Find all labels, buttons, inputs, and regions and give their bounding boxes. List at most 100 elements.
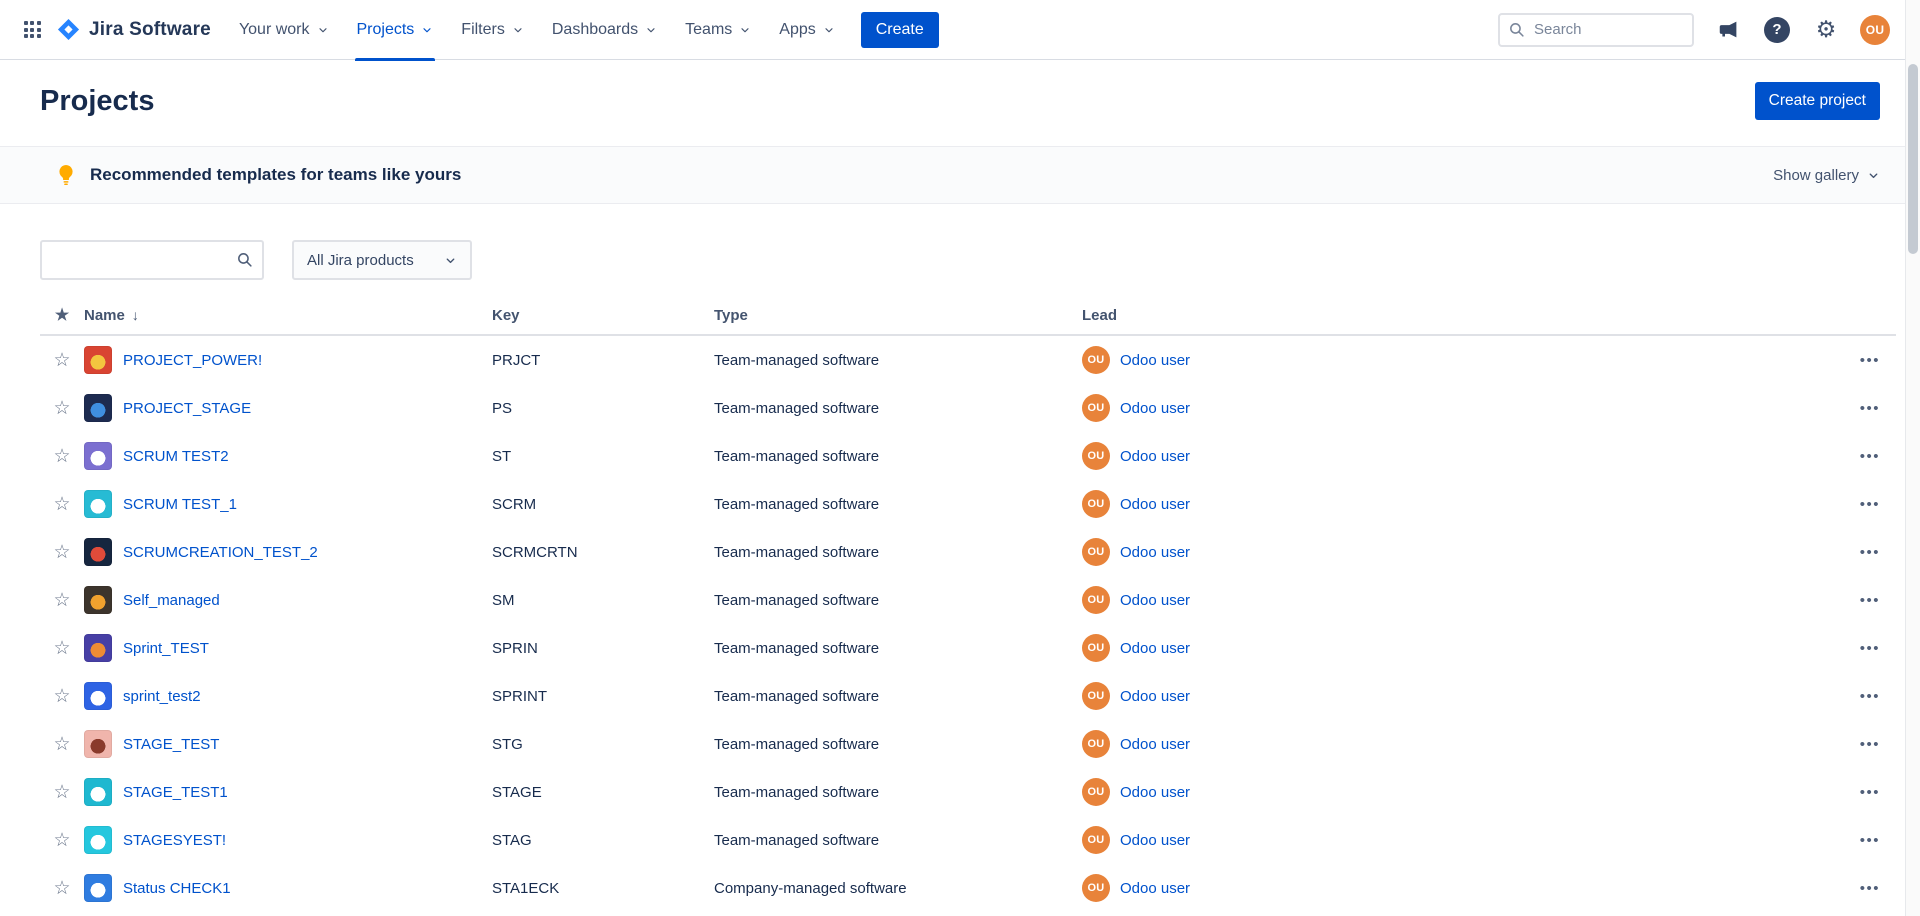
star-toggle[interactable]: ☆ [40, 399, 84, 418]
project-name-link[interactable]: PROJECT_STAGE [123, 400, 251, 417]
nav-search-input[interactable] [1498, 13, 1694, 47]
lead-user-link[interactable]: Odoo user [1120, 832, 1190, 849]
banner-title: Recommended templates for teams like you… [90, 165, 461, 185]
scrollbar-thumb[interactable] [1908, 64, 1918, 254]
lead-user-link[interactable]: Odoo user [1120, 352, 1190, 369]
more-actions-button[interactable]: ••• [1854, 540, 1886, 565]
star-toggle[interactable]: ☆ [40, 687, 84, 706]
star-toggle[interactable]: ☆ [40, 447, 84, 466]
lead-user-link[interactable]: Odoo user [1120, 736, 1190, 753]
announcement-button[interactable] [1713, 15, 1743, 45]
star-toggle[interactable]: ☆ [40, 543, 84, 562]
project-key: ST [492, 448, 714, 465]
project-type: Team-managed software [714, 448, 1082, 465]
lead-user-link[interactable]: Odoo user [1120, 400, 1190, 417]
more-actions-button[interactable]: ••• [1854, 588, 1886, 613]
nav-item-label: Your work [239, 21, 310, 39]
nav-item-apps[interactable]: Apps [765, 0, 848, 60]
lead-avatar: OU [1082, 874, 1110, 902]
nav-item-projects[interactable]: Projects [343, 0, 448, 60]
nav-item-teams[interactable]: Teams [671, 0, 765, 60]
star-toggle[interactable]: ☆ [40, 735, 84, 754]
project-name-link[interactable]: Status CHECK1 [123, 880, 231, 897]
settings-button[interactable]: ⚙ [1811, 15, 1841, 45]
project-name-link[interactable]: SCRUM TEST2 [123, 448, 229, 465]
project-row: ☆ PROJECT_STAGE PS Team-managed software… [40, 384, 1896, 432]
project-name-link[interactable]: STAGE_TEST [123, 736, 219, 753]
project-row: ☆ SCRUM TEST2 ST Team-managed software O… [40, 432, 1896, 480]
project-name-link[interactable]: PROJECT_POWER! [123, 352, 262, 369]
project-name-link[interactable]: STAGESYEST! [123, 832, 226, 849]
more-actions-button[interactable]: ••• [1854, 396, 1886, 421]
project-avatar-icon [84, 778, 112, 806]
show-gallery-button[interactable]: Show gallery [1773, 167, 1880, 184]
project-type: Team-managed software [714, 496, 1082, 513]
lead-user-link[interactable]: Odoo user [1120, 448, 1190, 465]
more-actions-button[interactable]: ••• [1854, 348, 1886, 373]
star-toggle[interactable]: ☆ [40, 783, 84, 802]
column-header-lead[interactable]: Lead [1082, 307, 1826, 324]
nav-item-filters[interactable]: Filters [447, 0, 538, 60]
lead-avatar: OU [1082, 586, 1110, 614]
project-key: STAGE [492, 784, 714, 801]
app-grid-icon [24, 21, 41, 38]
profile-button[interactable]: OU [1860, 15, 1890, 45]
jira-logo[interactable]: Jira Software [52, 17, 225, 42]
star-toggle[interactable]: ☆ [40, 495, 84, 514]
lead-user-link[interactable]: Odoo user [1120, 544, 1190, 561]
more-actions-button[interactable]: ••• [1854, 684, 1886, 709]
project-name-link[interactable]: STAGE_TEST1 [123, 784, 228, 801]
project-type: Team-managed software [714, 400, 1082, 417]
create-project-button[interactable]: Create project [1755, 82, 1880, 120]
project-type: Team-managed software [714, 688, 1082, 705]
lead-user-link[interactable]: Odoo user [1120, 640, 1190, 657]
help-button[interactable]: ? [1762, 15, 1792, 45]
project-name-link[interactable]: Sprint_TEST [123, 640, 209, 657]
column-header-key[interactable]: Key [492, 307, 714, 324]
project-name-link[interactable]: SCRUMCREATION_TEST_2 [123, 544, 318, 561]
project-name-link[interactable]: SCRUM TEST_1 [123, 496, 237, 513]
more-actions-button[interactable]: ••• [1854, 444, 1886, 469]
lead-avatar: OU [1082, 346, 1110, 374]
app-switcher-button[interactable] [12, 10, 52, 50]
column-header-type[interactable]: Type [714, 307, 1082, 324]
star-toggle[interactable]: ☆ [40, 639, 84, 658]
lead-user-link[interactable]: Odoo user [1120, 688, 1190, 705]
more-actions-button[interactable]: ••• [1854, 780, 1886, 805]
column-header-name[interactable]: Name [84, 307, 125, 324]
chevron-down-icon [645, 24, 657, 36]
lead-user-link[interactable]: Odoo user [1120, 592, 1190, 609]
lead-user-link[interactable]: Odoo user [1120, 496, 1190, 513]
project-name-link[interactable]: sprint_test2 [123, 688, 201, 705]
vertical-scrollbar[interactable] [1905, 0, 1920, 916]
nav-item-label: Apps [779, 21, 815, 39]
lead-user-link[interactable]: Odoo user [1120, 784, 1190, 801]
nav-item-your-work[interactable]: Your work [225, 0, 343, 60]
page-title: Projects [40, 85, 154, 118]
project-type: Team-managed software [714, 832, 1082, 849]
question-mark-icon: ? [1764, 17, 1790, 43]
lead-user-link[interactable]: Odoo user [1120, 880, 1190, 897]
products-filter-dropdown[interactable]: All Jira products [292, 240, 472, 280]
more-actions-button[interactable]: ••• [1854, 876, 1886, 901]
more-actions-button[interactable]: ••• [1854, 492, 1886, 517]
create-button[interactable]: Create [861, 12, 939, 48]
star-toggle[interactable]: ☆ [40, 879, 84, 898]
search-icon [1508, 21, 1525, 38]
project-row: ☆ SCRUM TEST_1 SCRM Team-managed softwar… [40, 480, 1896, 528]
project-avatar-icon [84, 682, 112, 710]
star-toggle[interactable]: ☆ [40, 831, 84, 850]
star-toggle[interactable]: ☆ [40, 591, 84, 610]
project-avatar-icon [84, 538, 112, 566]
more-actions-button[interactable]: ••• [1854, 828, 1886, 853]
project-name-link[interactable]: Self_managed [123, 592, 220, 609]
projects-search-input[interactable] [40, 240, 264, 280]
more-actions-button[interactable]: ••• [1854, 636, 1886, 661]
nav-item-dashboards[interactable]: Dashboards [538, 0, 671, 60]
star-toggle[interactable]: ☆ [40, 351, 84, 370]
project-type: Team-managed software [714, 544, 1082, 561]
chevron-down-icon [317, 24, 329, 36]
more-actions-button[interactable]: ••• [1854, 732, 1886, 757]
project-type: Team-managed software [714, 736, 1082, 753]
lead-avatar: OU [1082, 826, 1110, 854]
